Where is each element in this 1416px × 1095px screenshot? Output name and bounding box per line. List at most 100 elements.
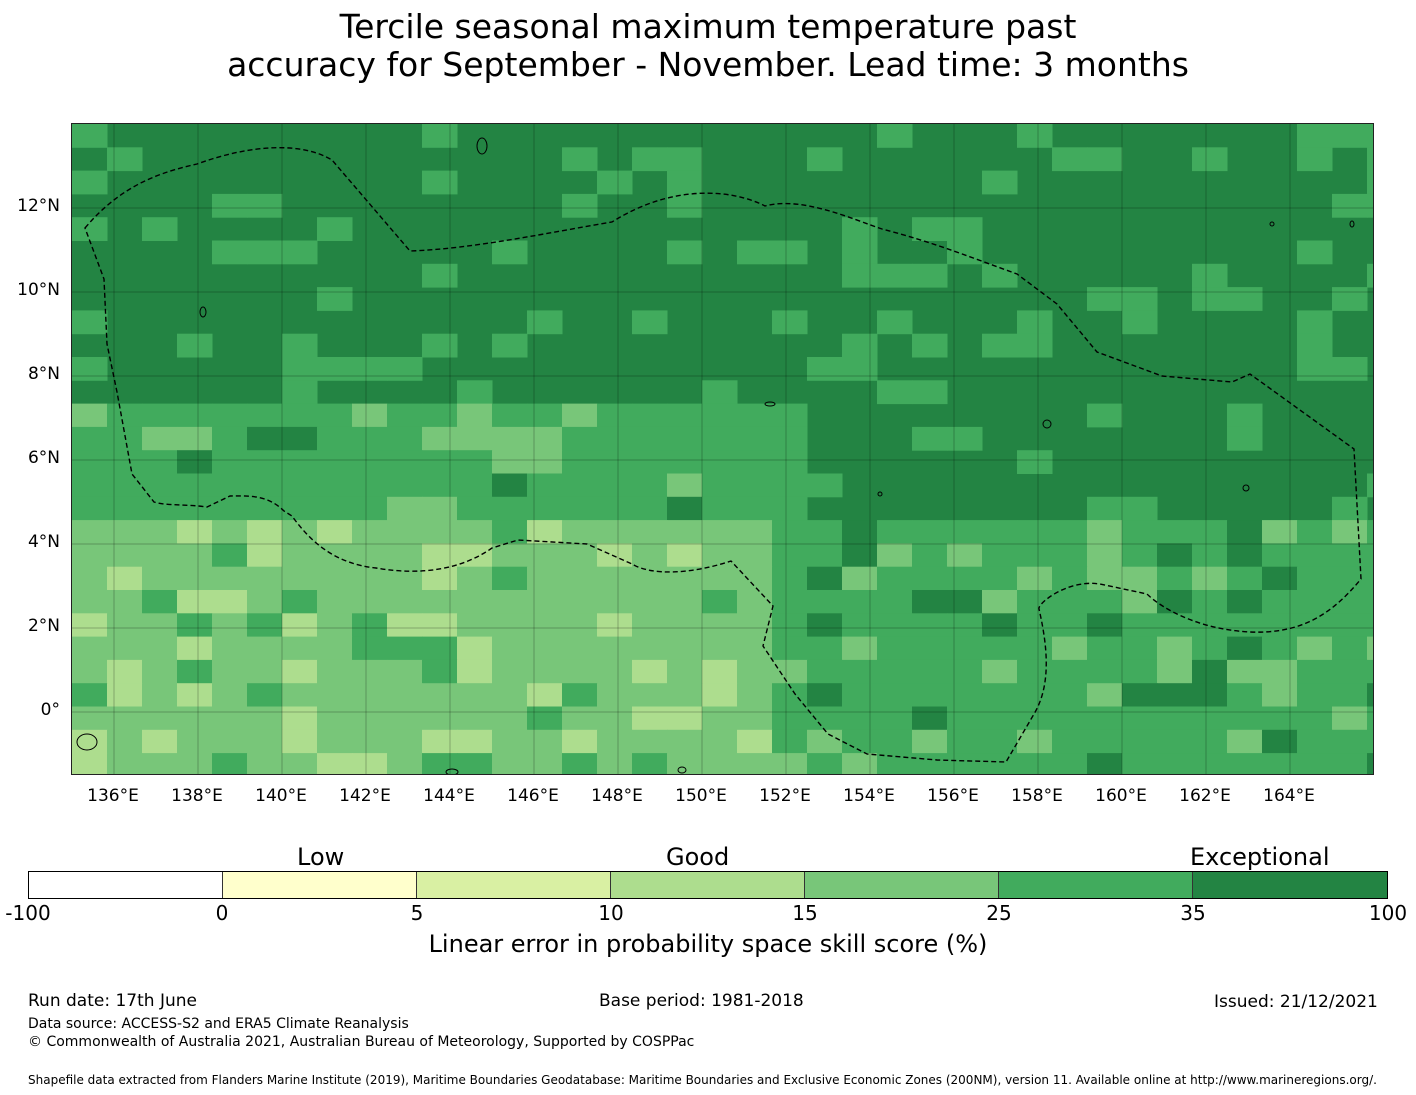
skill-cell: [877, 124, 913, 148]
skill-cell: [317, 357, 353, 381]
skill-cell: [1367, 590, 1373, 614]
skill-cell: [842, 520, 878, 544]
skill-cell: [492, 659, 528, 684]
skill-cell: [562, 473, 598, 498]
skill-cell: [807, 566, 843, 591]
skill-cell: [1297, 520, 1333, 544]
skill-cell: [1367, 636, 1373, 661]
skill-cell: [352, 357, 388, 381]
skill-cell: [527, 496, 563, 521]
skill-cell: [282, 357, 318, 381]
skill-cell: [107, 520, 143, 544]
skill-cell: [702, 520, 738, 544]
lon-label-148e: 148°E: [591, 786, 643, 806]
skill-cell: [1297, 333, 1333, 358]
skill-cell: [177, 543, 213, 568]
skill-cell: [807, 729, 843, 754]
skill-cell: [1332, 613, 1368, 638]
skill-cell: [387, 636, 423, 661]
skill-cell: [142, 217, 178, 241]
skill-cell: [597, 753, 633, 774]
skill-cell: [387, 426, 423, 451]
skill-cell: [212, 613, 248, 638]
skill-cell: [492, 473, 528, 498]
skill-cell: [387, 403, 423, 428]
skill-cell: [422, 473, 458, 498]
skill-cell: [702, 473, 738, 498]
skill-cell: [877, 659, 913, 684]
skill-cell: [1192, 287, 1228, 311]
colorbar-segment-1: [29, 872, 223, 898]
skill-cell: [667, 450, 703, 474]
skill-cell: [982, 706, 1018, 731]
skill-cell: [422, 590, 458, 614]
skill-cell: [737, 473, 773, 498]
skill-cell: [282, 590, 318, 614]
skill-cell: [912, 333, 948, 358]
skill-cell: [597, 426, 633, 451]
skill-cell: [422, 543, 458, 568]
skill-cell: [527, 729, 563, 754]
skill-cell: [842, 683, 878, 707]
skill-cell: [317, 566, 353, 591]
skill-cell: [72, 659, 108, 684]
skill-cell: [702, 613, 738, 638]
skill-cell: [492, 613, 528, 638]
skill-cell: [492, 566, 528, 591]
skill-cell: [317, 450, 353, 474]
skill-cell: [1262, 543, 1298, 568]
skill-cell: [212, 450, 248, 474]
skill-cell: [1087, 753, 1123, 774]
skill-cell: [1297, 683, 1333, 707]
skill-cell: [597, 473, 633, 498]
skill-cell: [597, 590, 633, 614]
skill-cell: [632, 729, 668, 754]
lon-label-164e: 164°E: [1263, 786, 1315, 806]
lon-label-146e: 146°E: [507, 786, 559, 806]
skill-cell: [107, 566, 143, 591]
skill-cell: [457, 450, 493, 474]
skill-cell: [1157, 613, 1193, 638]
skill-cell: [1087, 403, 1123, 428]
skill-cell: [1017, 310, 1053, 335]
skill-cell: [1192, 590, 1228, 614]
skill-cell: [1157, 706, 1193, 731]
skill-cell: [737, 659, 773, 684]
skill-cell: [387, 450, 423, 474]
skill-cell: [947, 240, 983, 265]
skill-cell: [1227, 566, 1263, 591]
skill-cell: [527, 426, 563, 451]
skill-cell: [247, 683, 283, 707]
skill-cell: [527, 683, 563, 707]
skill-cell: [772, 729, 808, 754]
skill-cell: [912, 706, 948, 731]
skill-cell: [527, 566, 563, 591]
skill-cell: [212, 403, 248, 428]
skill-cell: [72, 473, 108, 498]
skill-cell: [352, 403, 388, 428]
skill-cell: [842, 659, 878, 684]
skill-cell: [702, 426, 738, 451]
lon-label-150e: 150°E: [675, 786, 727, 806]
skill-cell: [597, 403, 633, 428]
skill-cell: [1052, 636, 1088, 661]
skill-cell: [982, 543, 1018, 568]
skill-cell: [527, 753, 563, 774]
skill-cell: [282, 240, 318, 265]
skill-cell: [702, 403, 738, 428]
skill-cell: [527, 659, 563, 684]
skill-cell: [562, 543, 598, 568]
skill-cell: [142, 403, 178, 428]
skill-cell: [562, 566, 598, 591]
skill-cell: [387, 729, 423, 754]
skill-cell: [842, 753, 878, 774]
skill-cell: [282, 380, 318, 405]
skill-cell: [142, 426, 178, 451]
skill-cell: [177, 566, 213, 591]
skill-cell: [317, 636, 353, 661]
skill-cell: [597, 566, 633, 591]
skill-cell: [457, 380, 493, 405]
skill-cell: [107, 636, 143, 661]
skill-cell: [842, 543, 878, 568]
skill-cell: [72, 217, 108, 241]
